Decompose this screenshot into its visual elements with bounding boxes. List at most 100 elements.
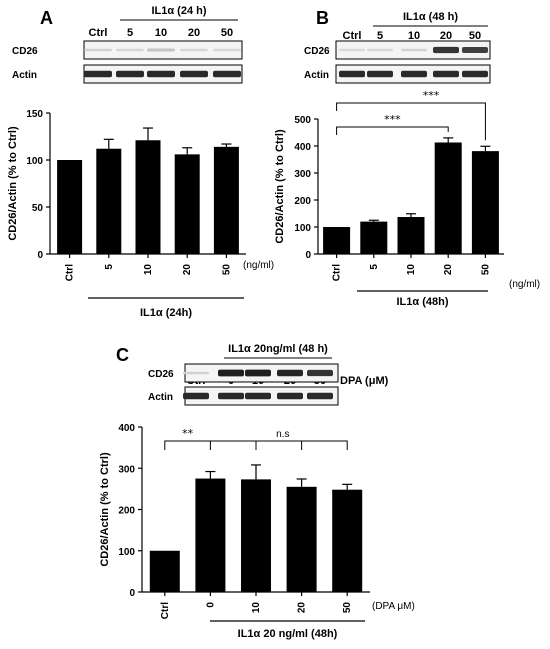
x-tick-label-c: 0 (205, 602, 216, 608)
x-unit-label-c: (DPA μM) (372, 601, 415, 612)
bar-b (471, 151, 499, 254)
blot-band-actin-a (116, 70, 144, 78)
blot-band-cd26-c (183, 371, 209, 375)
bar-b (397, 217, 425, 254)
blot-band-cd26-c (218, 369, 244, 377)
x-tick-label-b: 10 (406, 264, 417, 276)
blot-band-cd26-c (277, 369, 303, 377)
y-tick-label-b: 500 (294, 115, 311, 126)
y-tick-label-b: 0 (305, 250, 311, 261)
blot-band-cd26-b (339, 48, 365, 52)
blot-row-label-actin-c: Actin (148, 392, 173, 403)
y-tick-label-a: 150 (26, 109, 43, 120)
y-tick-label-b: 400 (294, 142, 311, 153)
x-tick-label-b: Ctrl (332, 264, 343, 281)
group-label-b: IL1α (48h) (397, 296, 449, 308)
blot-band-actin-b (339, 70, 365, 78)
y-tick-label-a: 100 (26, 156, 43, 167)
y-tick-label-b: 300 (294, 169, 311, 180)
significance-label-c: ** (182, 427, 194, 440)
y-tick-label-c: 100 (118, 547, 135, 558)
blot-band-cd26-a (213, 48, 241, 52)
blot-band-cd26-a (116, 48, 144, 52)
bar-c (332, 489, 363, 592)
blot-row-label-actin-a: Actin (12, 70, 37, 81)
x-unit-label-b: (ng/ml) (509, 279, 540, 290)
western-blot-a: IL1α (24 h) Ctrl 5 10 20 50 CD26 Actin (12, 5, 243, 84)
blot-lane-label-b: 5 (377, 30, 383, 42)
y-tick-label-c: 300 (118, 464, 135, 475)
y-axis-title-a: CD26/Actin (% to Ctrl) (7, 126, 19, 241)
x-tick-label-c: 10 (251, 602, 262, 614)
y-tick-label-b: 200 (294, 196, 311, 207)
blot-band-cd26-a (147, 48, 175, 52)
bar-a (135, 140, 161, 254)
significance-bracket-c (210, 440, 348, 450)
y-tick-label-a: 50 (32, 203, 44, 214)
blot-band-actin-c (183, 392, 209, 400)
blot-band-actin-a (147, 70, 175, 78)
blot-band-cd26-c (307, 369, 333, 377)
y-tick-label-c: 400 (118, 423, 135, 434)
x-tick-label-b: 20 (443, 264, 454, 276)
significance-label-c: n.s (276, 429, 289, 440)
blot-band-cd26-c (245, 369, 271, 377)
y-tick-label-c: 200 (118, 506, 135, 517)
y-tick-label-c: 0 (129, 588, 135, 599)
bar-c (241, 479, 271, 592)
bar-chart-c: 0 100 200 300 400 CD26/Actin (% to Ctrl) Ctrl 0… (99, 423, 415, 640)
blot-lane-label-b: 20 (440, 30, 452, 42)
blot-treatment-header-b: IL1α (48 h) (403, 11, 458, 23)
blot-row-label-cd26-c: CD26 (148, 369, 174, 380)
x-unit-label-a: (ng/ml) (243, 260, 274, 271)
y-axis-title-b: CD26/Actin (% to Ctrl) (274, 129, 286, 244)
y-tick-label-b: 100 (294, 223, 311, 234)
x-tick-label-a: 50 (221, 264, 232, 276)
bar-a (57, 160, 83, 254)
blot-lane-label-a: 5 (127, 27, 133, 39)
x-tick-label-b: 5 (369, 264, 380, 270)
blot-band-cd26-b (433, 46, 459, 54)
panel-letter-c: C (116, 345, 129, 365)
blot-band-actin-a (84, 70, 112, 78)
blot-row-label-cd26-b: CD26 (304, 46, 330, 57)
blot-band-actin-b (401, 70, 427, 78)
blot-lane-label-b: 10 (408, 30, 420, 42)
bar-a (213, 146, 239, 254)
blot-lane-label-a: 50 (221, 27, 233, 39)
blot-treatment-header-a: IL1α (24 h) (151, 5, 206, 17)
bar-c (195, 478, 226, 592)
significance-bracket-b (336, 102, 486, 141)
blot-band-actin-a (213, 70, 241, 78)
bar-b (323, 227, 351, 254)
significance-label-b: *** (384, 113, 401, 126)
bar-b (434, 142, 462, 254)
blot-band-cd26-a (180, 48, 208, 52)
significance-bracket-c (164, 440, 211, 450)
blot-band-cd26-b (462, 47, 488, 53)
group-label-a: IL1α (24h) (140, 307, 192, 319)
blot-band-actin-c (277, 392, 303, 400)
blot-band-actin-c (307, 392, 333, 400)
x-tick-label-a: Ctrl (65, 264, 76, 281)
x-tick-label-c: 20 (297, 602, 308, 614)
blot-dose-label-c: DPA (μM) (340, 375, 389, 387)
blot-band-actin-c (218, 392, 244, 400)
western-blot-c: IL1α 20ng/ml (48 h)Ctrl0102050DPA (μM)CD… (148, 343, 389, 406)
blot-band-actin-a (180, 70, 208, 78)
blot-band-cd26-b (401, 48, 427, 52)
blot-lane-label-a: 20 (188, 27, 200, 39)
western-blot-b: IL1α (48 h) Ctrl 5 10 20 50 CD26 Actin (304, 11, 491, 84)
bar-a (174, 154, 200, 254)
bar-chart-a: 0 50 100 150 CD26/Actin (% to Ctrl) Ctrl 5 10 20… (7, 109, 274, 319)
bar-a (96, 148, 122, 254)
blot-row-label-cd26-a: CD26 (12, 46, 38, 57)
x-tick-label-c: 50 (342, 602, 353, 614)
x-tick-label-c: Ctrl (160, 602, 171, 619)
blot-treatment-header-c: IL1α 20ng/ml (48 h) (228, 343, 328, 355)
x-tick-label-a: 20 (182, 264, 193, 276)
blot-band-actin-b (433, 70, 459, 78)
blot-band-actin-b (367, 70, 393, 78)
y-tick-label-a: 0 (37, 250, 43, 261)
